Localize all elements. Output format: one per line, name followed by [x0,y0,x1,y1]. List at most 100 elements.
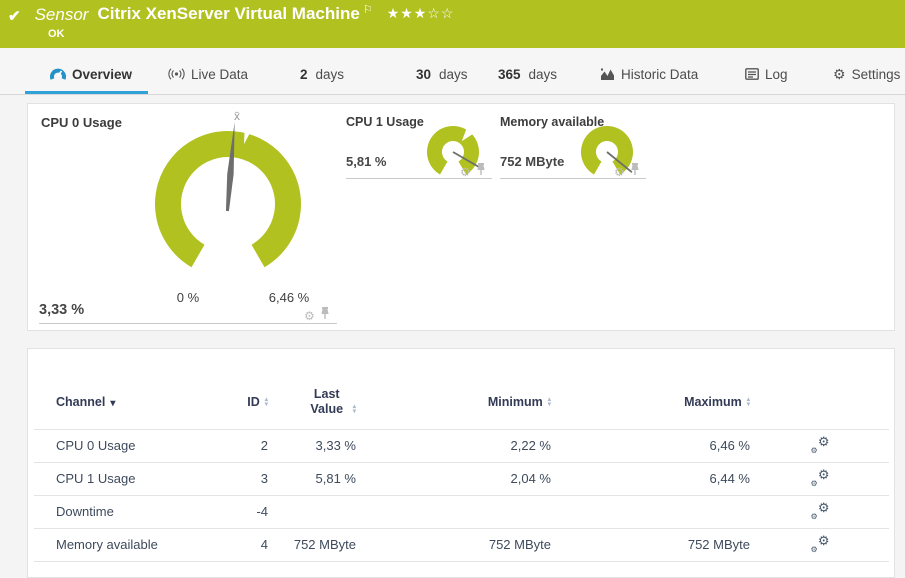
gear-icon[interactable]: ⚙ [460,165,471,179]
gauge-icon [50,67,66,81]
mini-gauge [427,126,482,175]
mini-gauge-title: CPU 1 Usage [346,115,424,129]
channel-name: CPU 0 Usage [56,438,136,453]
column-header-maximum-label: Maximum [684,394,742,409]
priority-stars[interactable]: ★★★☆☆ [386,5,455,21]
gear-icon[interactable]: ⚙ [304,309,315,323]
panel-divider [39,323,337,324]
tab-historic-data[interactable]: Historic Data [600,64,698,84]
sort-arrows-icon: ▴ ▾ [264,396,268,409]
gear-icon[interactable]: ⚙ [614,165,625,179]
pin-icon[interactable] [630,163,640,181]
table-header-row: Channel ▾ ID ▴ ▾ Last Value ▴ ▾ Minimum ▴ ▾ Max… [34,375,889,429]
tab-30-days[interactable]: 30 days [416,64,468,84]
tab-2-days-number: 2 [300,66,308,82]
primary-gauge-value: 3,33 % [39,302,85,318]
column-header-last-value-label: Last Value [310,386,344,416]
mini-gauge-value: 752 MByte [500,154,565,169]
table-row: Memory available 4 752 MByte 752 MByte 7… [34,528,889,561]
tab-overview-label: Overview [72,66,133,82]
mini-gauge-title: Memory available [500,115,605,129]
gauges-card: CPU 0 Usage x̄ 0 % 6,46 % 3,33 % ⚙ CPU 1… [27,103,895,331]
channel-settings-gears-icon[interactable]: ⚙ ⚙ [810,466,830,488]
channel-minimum: 752 MByte [488,537,551,552]
channel-id: 3 [260,471,268,486]
tab-overview[interactable]: Overview [50,64,132,84]
tab-log[interactable]: Log [745,64,788,84]
table-row: Downtime -4 ⚙ ⚙ [34,495,889,528]
pin-icon[interactable] [320,307,330,325]
tab-log-label: Log [765,66,788,82]
tab-30-days-number: 30 [416,66,432,82]
channel-id: -4 [256,504,268,519]
channels-card: Channel ▾ ID ▴ ▾ Last Value ▴ ▾ Minimum ▴ ▾ Max… [27,348,895,578]
sort-arrows-icon: ▴ ▾ [547,396,551,409]
gauge-needle [452,151,482,169]
panel-divider [346,178,492,179]
gear-icon: ⚙ [833,65,846,82]
sort-caret-icon: ▾ [110,397,116,409]
channel-settings-gears-icon[interactable]: ⚙ ⚙ [810,532,830,554]
channel-last-value: 5,81 % [315,471,356,486]
channel-id: 2 [260,438,268,453]
channel-minimum [357,495,552,528]
column-header-minimum-label: Minimum [487,394,543,409]
average-notch [244,121,255,145]
average-notch [461,129,473,142]
sensor-header: ✔ Sensor Citrix XenServer Virtual Machin… [0,0,905,48]
sensor-title: Citrix XenServer Virtual Machine [97,4,360,23]
tab-settings-label: Settings [851,66,901,82]
flag-icon: ⚐ [362,4,373,16]
status-badge: OK [48,28,65,40]
table-row: CPU 0 Usage 2 3,33 % 2,22 % 6,46 % ⚙ ⚙ [34,429,889,462]
gauge-needle [606,151,633,173]
area-chart-icon [600,68,615,81]
channels-table: Channel ▾ ID ▴ ▾ Last Value ▴ ▾ Minimum ▴ ▾ Max… [34,375,889,562]
gauge-scale-max: 6,46 % [268,290,310,305]
table-row: CPU 1 Usage 3 5,81 % 2,04 % 6,44 % ⚙ ⚙ [34,462,889,495]
channel-maximum [552,495,751,528]
tab-365-days-number: 365 [498,66,521,82]
sort-arrows-icon: ▴ ▾ [352,403,356,416]
status-ok-check-icon: ✔ [8,8,21,25]
broadcast-icon [168,68,185,80]
column-header-last-value[interactable]: Last Value ▴ ▾ [269,375,357,429]
tab-2-days-label: days [315,66,345,82]
channel-name: Downtime [56,504,114,519]
channel-settings-gears-icon[interactable]: ⚙ ⚙ [810,499,830,521]
column-header-maximum[interactable]: Maximum ▴ ▾ [552,375,751,429]
tab-2-days[interactable]: 2 days [300,64,344,84]
tab-365-days[interactable]: 365 days [498,64,557,84]
primary-gauge [155,121,301,268]
mini-gauge [581,126,633,175]
channel-maximum: 6,44 % [709,471,750,486]
column-header-minimum[interactable]: Minimum ▴ ▾ [357,375,552,429]
tab-live-data-label: Live Data [191,66,249,82]
primary-gauge-title: CPU 0 Usage [41,115,122,130]
pin-icon[interactable] [476,163,486,181]
mean-marker-label: x̄ [234,109,240,123]
channel-settings-gears-icon[interactable]: ⚙ ⚙ [810,433,830,455]
gauge-needle [225,122,235,212]
column-header-channel[interactable]: Channel ▾ [34,375,229,429]
tab-365-days-label: days [528,66,558,82]
channel-id: 4 [260,537,268,552]
channel-minimum: 2,22 % [510,438,551,453]
column-header-actions [751,375,889,429]
tab-live-data[interactable]: Live Data [168,64,248,84]
tab-historic-data-label: Historic Data [621,66,699,82]
channel-last-value: 752 MByte [293,537,356,552]
column-header-id[interactable]: ID ▴ ▾ [229,375,269,429]
channel-last-value: 3,33 % [315,438,356,453]
log-list-icon [745,68,759,80]
channel-name: CPU 1 Usage [56,471,136,486]
active-tab-underline [25,91,148,94]
channel-name: Memory available [56,537,158,552]
column-header-id-label: ID [247,394,260,409]
mini-gauge-value: 5,81 % [346,154,387,169]
tab-settings[interactable]: ⚙ Settings [833,64,900,84]
channel-last-value [269,495,357,528]
tab-30-days-label: days [439,66,468,82]
sort-arrows-icon: ▴ ▾ [746,396,750,409]
channel-maximum: 6,46 % [709,438,750,453]
